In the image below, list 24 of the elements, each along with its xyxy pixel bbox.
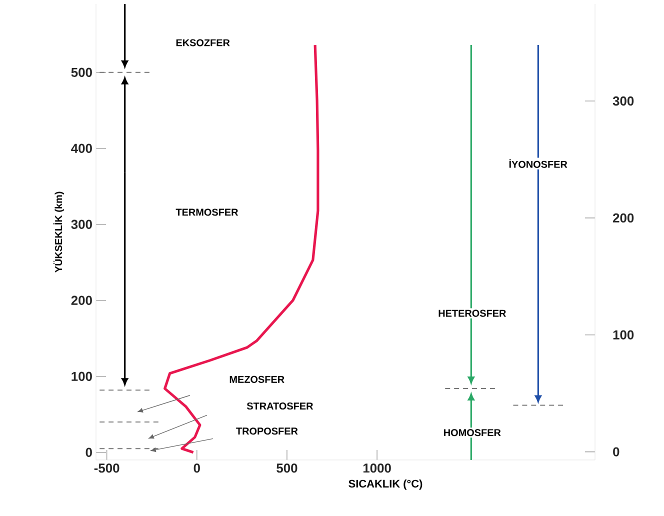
y-axis-title: YÜKSEKLİK (km) [53, 192, 64, 272]
annotation: HOMOSFER [444, 429, 501, 436]
y-tick-label: 300 [71, 220, 92, 229]
annotation: EKSOZFER [176, 39, 230, 46]
x-tick-label: 500 [276, 464, 298, 473]
y-tick-label: 200 [71, 296, 92, 305]
annotation: MEZOSFER [230, 376, 284, 383]
y-tick-label: 500 [71, 68, 92, 77]
y2-tick-label: 200 [612, 213, 634, 223]
y2-tick-label: 0 [613, 447, 620, 456]
y-tick-label: 400 [71, 144, 92, 153]
y-tick-label: 0 [86, 448, 92, 457]
annotation: İYONOSFER [509, 159, 568, 168]
annotation: STRATOSFER [246, 402, 314, 410]
y-tick-label: 100 [72, 372, 92, 381]
x-tick-label: -500 [94, 464, 120, 473]
y2-tick-label: 300 [612, 96, 634, 106]
x-tick-label: 0 [194, 464, 200, 473]
annotation: TERMOSFER [176, 208, 238, 216]
annotation: TROPOSFER [236, 428, 298, 435]
y2-tick-label: 100 [613, 330, 634, 340]
x-tick-label: 1000 [363, 464, 391, 473]
annotation: HETEROSFER [438, 310, 506, 317]
x-axis-title: SICAKLIK (°C) [348, 480, 422, 490]
